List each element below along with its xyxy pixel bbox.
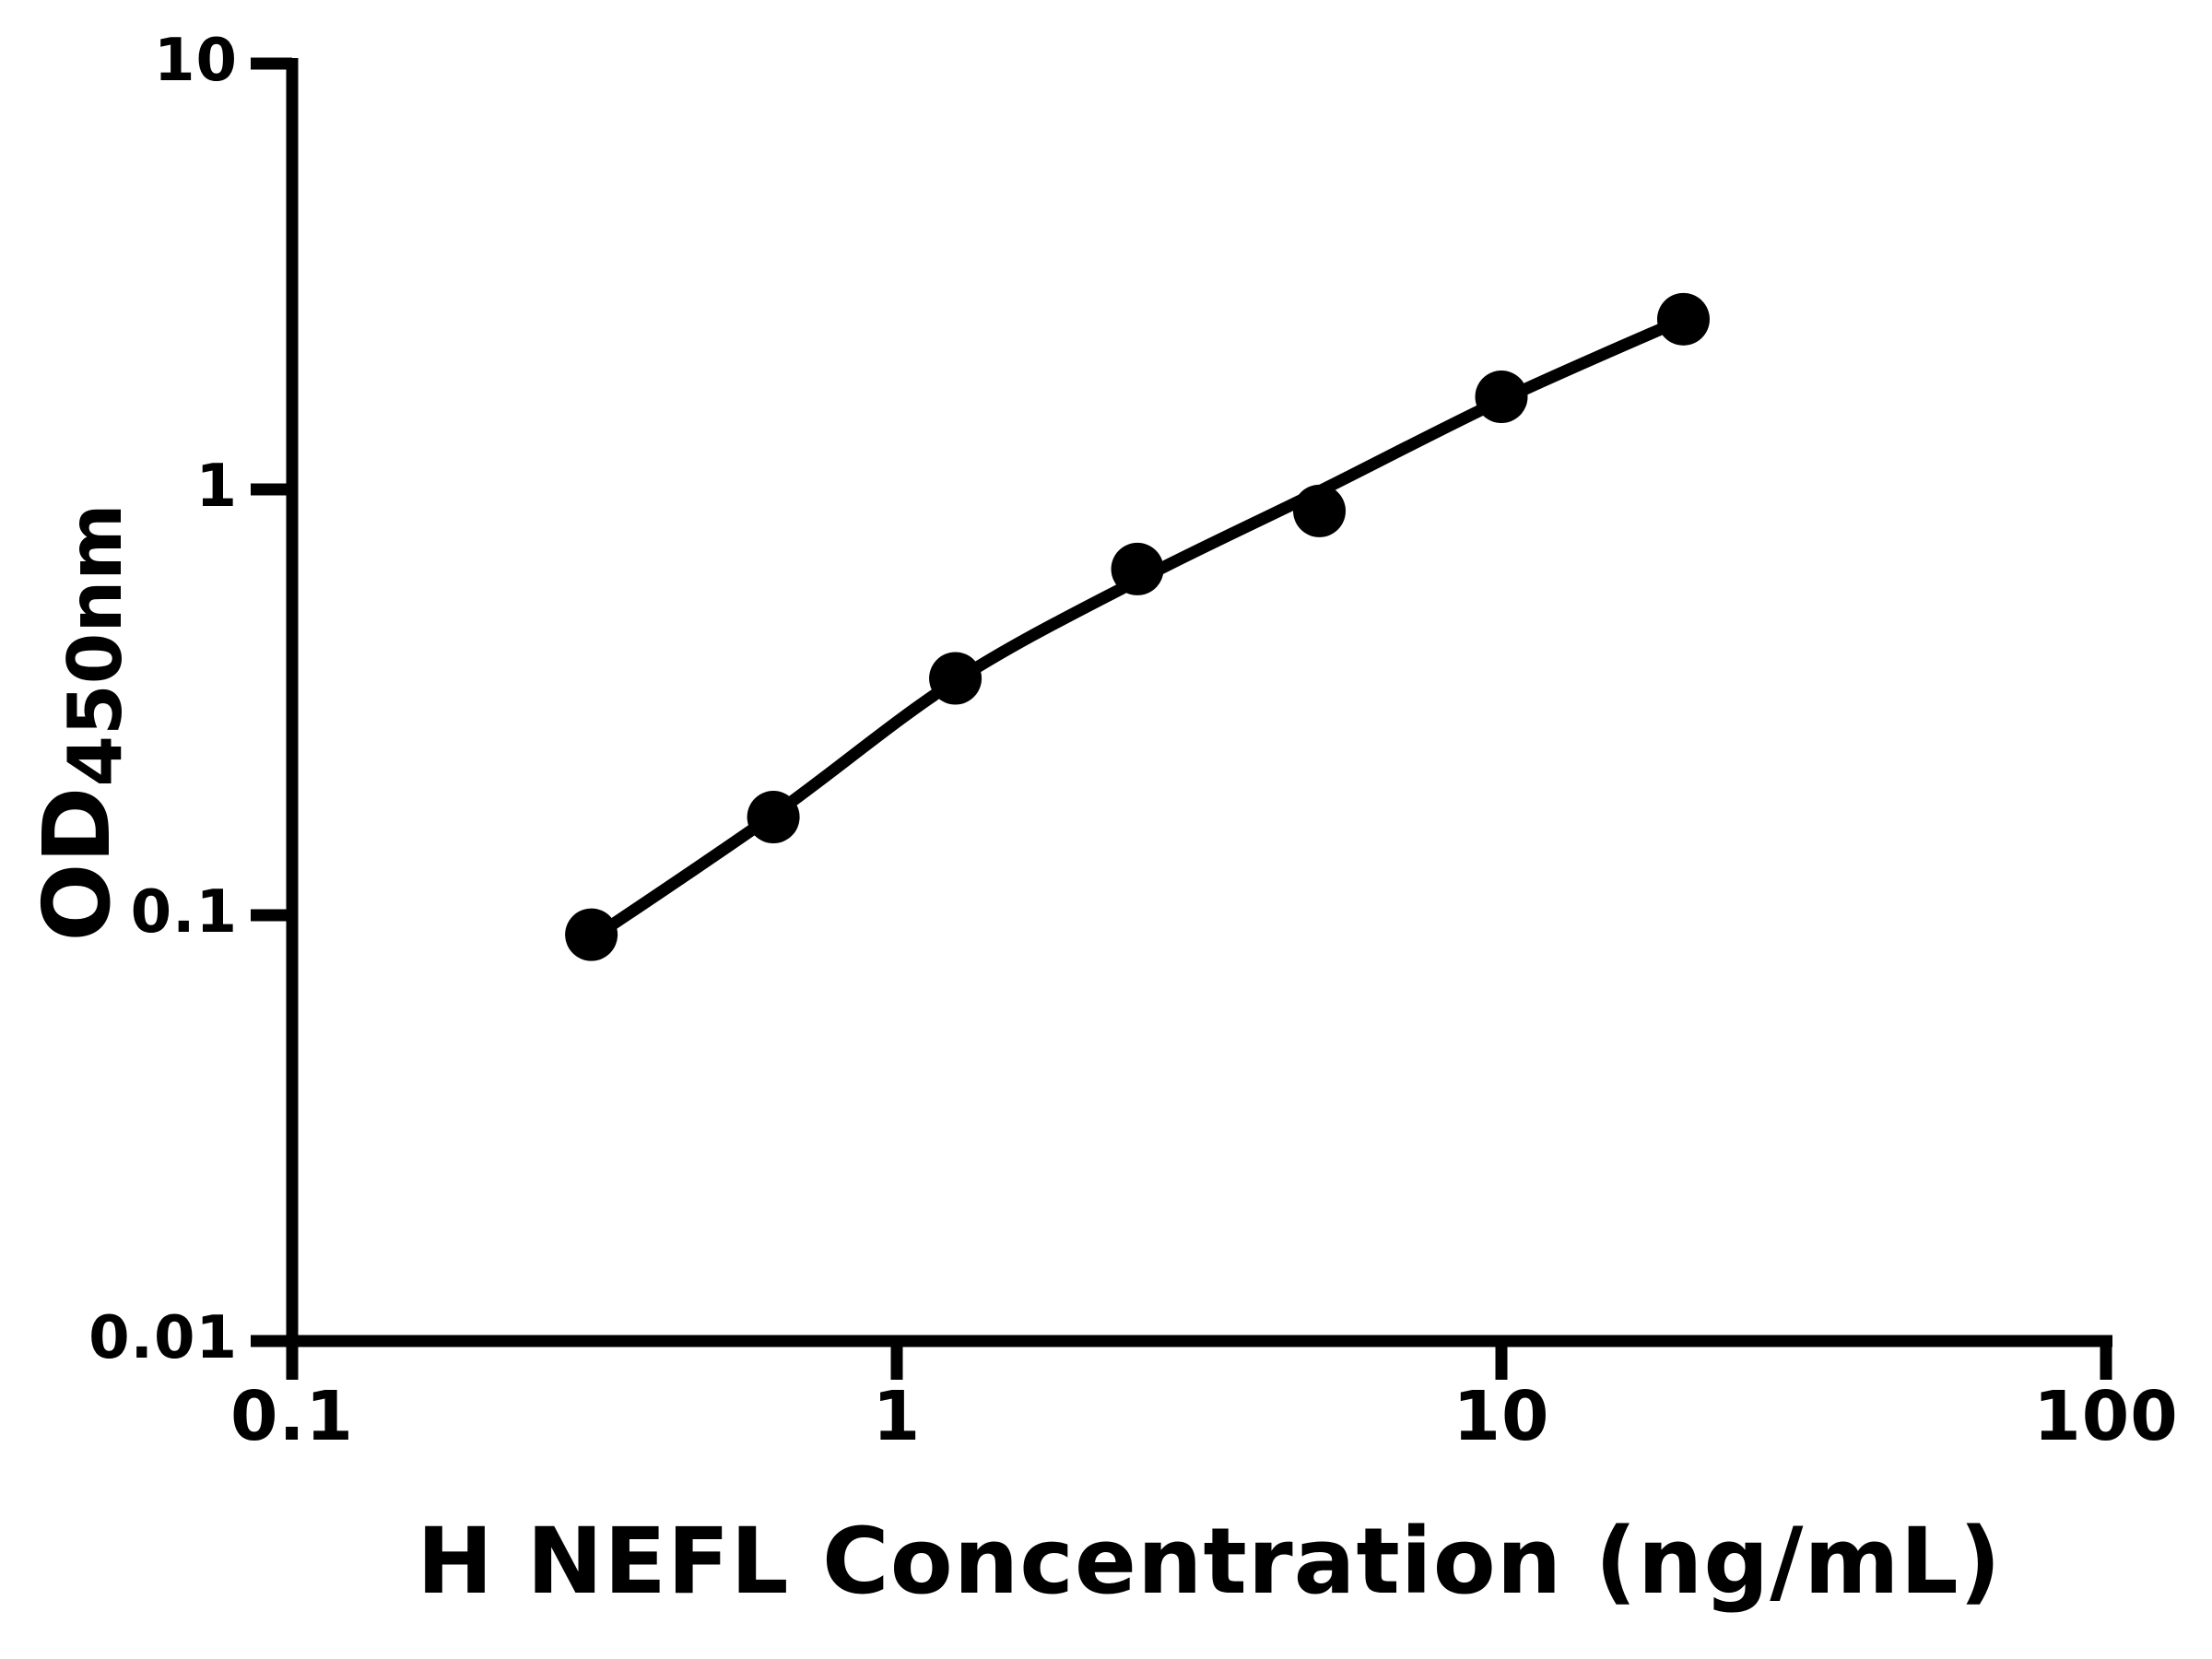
y-axis-title: OD450nm: [23, 503, 138, 941]
x-axis-title: H NEFL Concentration (ng/mL): [417, 1509, 2002, 1615]
data-point: [1111, 542, 1164, 595]
x-tick-label-10: 10: [1453, 1377, 1550, 1456]
y-tick-label-0p1: 0.1: [130, 878, 238, 947]
data-point: [929, 652, 982, 705]
y-axis-title-subscript: 450nm: [52, 503, 138, 787]
x-tick-label-100: 100: [2033, 1377, 2179, 1456]
y-axis-title-main: OD: [23, 786, 131, 942]
data-point: [565, 908, 618, 961]
data-point: [747, 791, 800, 844]
x-tick-label-0p1: 0.1: [229, 1377, 355, 1456]
data-point: [1656, 292, 1710, 346]
data-point: [1293, 484, 1347, 537]
data-point: [1475, 371, 1528, 424]
y-tick-label-1: 1: [195, 453, 238, 521]
y-tick-label-10: 10: [153, 27, 238, 95]
y-tick-label-0p01: 0.01: [88, 1304, 238, 1372]
x-tick-label-1: 1: [872, 1377, 922, 1456]
